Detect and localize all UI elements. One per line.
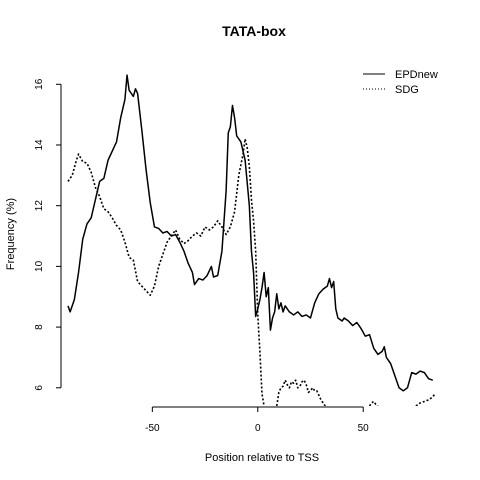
y-tick-label: 8: [34, 324, 45, 330]
legend-label-sdg: SDG: [395, 84, 419, 96]
plot-area: [67, 74, 436, 406]
x-tick-label: 0: [255, 423, 261, 434]
y-tick-label: 10: [34, 260, 45, 272]
x-axis-label: Position relative to TSS: [205, 452, 319, 464]
y-tick-label: 14: [34, 139, 45, 151]
x-tick-label: 50: [358, 423, 370, 434]
y-axis-label: Frequency (%): [5, 198, 17, 270]
legend: EPDnew SDG: [363, 69, 438, 96]
series-group: [67, 74, 436, 406]
x-axis: -50 0 50: [145, 406, 369, 434]
series-line-sdg-4: [415, 393, 436, 406]
legend-label-epdnew: EPDnew: [395, 69, 438, 81]
series-line-sdg-2: [275, 379, 326, 406]
chart-title: TATA-box: [222, 23, 286, 39]
y-ticks: 6 8 10 12 14 16: [34, 78, 61, 391]
x-ticks: -50 0 50: [145, 407, 369, 434]
y-tick-label: 12: [34, 200, 45, 212]
y-tick-label: 6: [34, 385, 45, 391]
y-axis: 6 8 10 12 14 16: [34, 78, 62, 391]
series-line-epdnew-0: [67, 74, 434, 392]
x-tick-label: -50: [145, 423, 160, 434]
y-tick-label: 16: [34, 78, 45, 90]
